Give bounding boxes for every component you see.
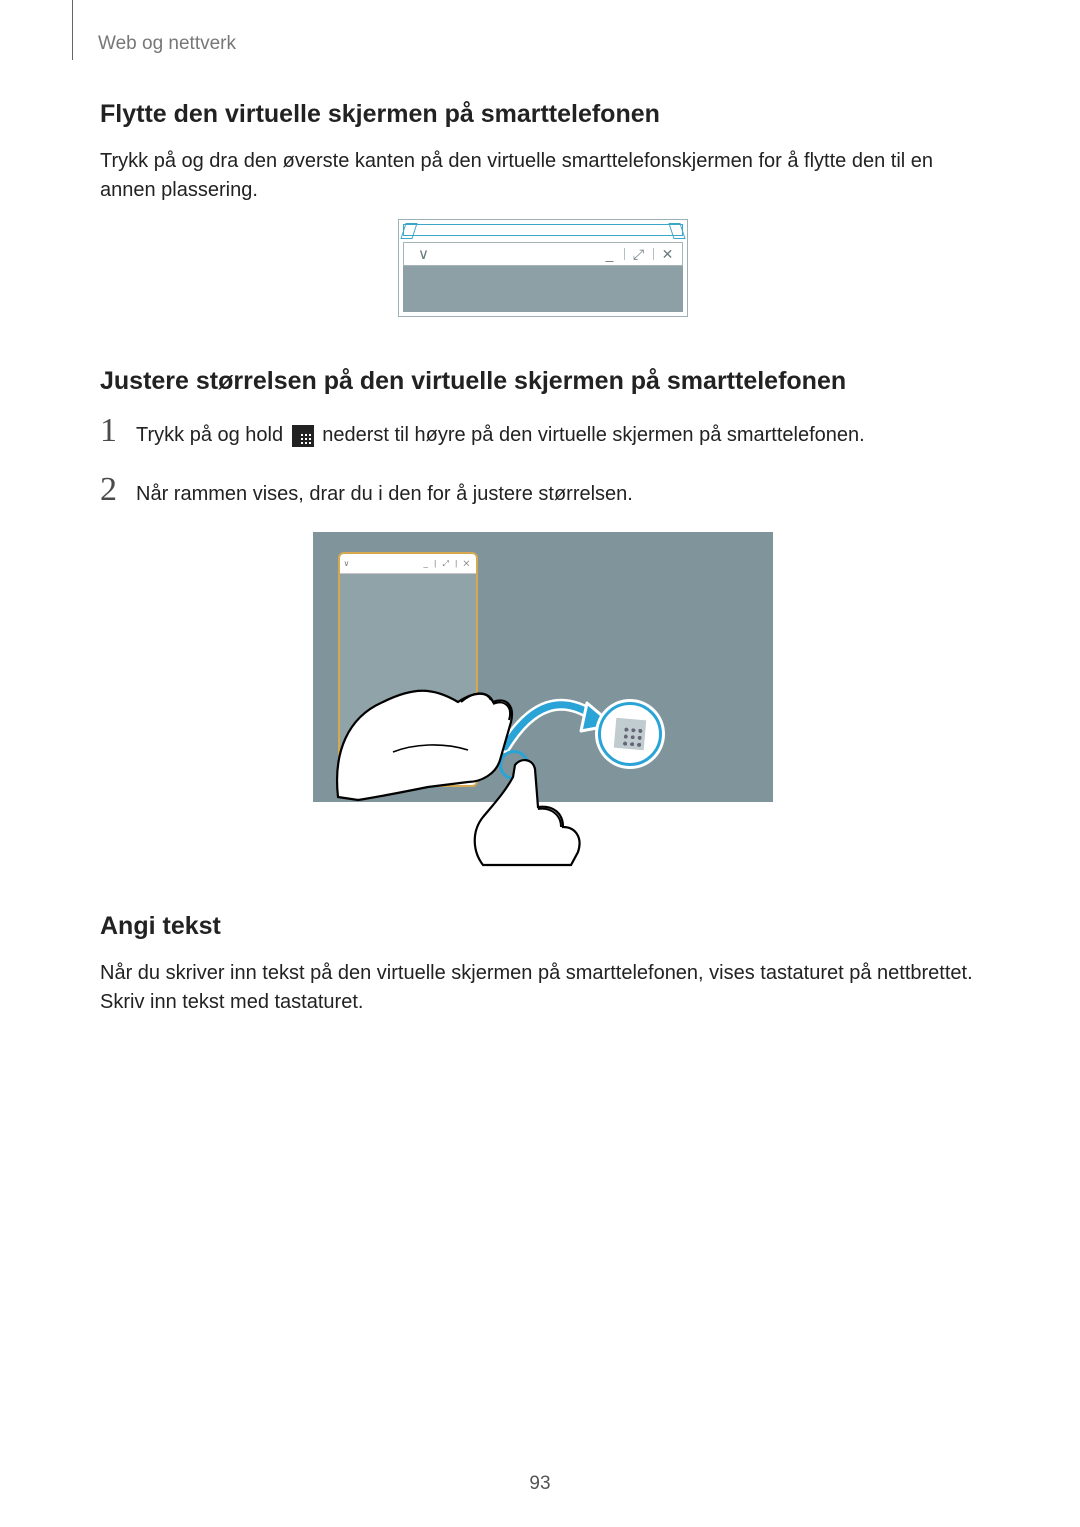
section-label: Web og nettverk	[98, 33, 236, 55]
figure-toolbar-drag-rail	[403, 224, 683, 236]
page-number: 93	[0, 1473, 1080, 1495]
hand-lower-icon	[463, 757, 598, 867]
resize-grid-icon	[292, 425, 314, 447]
step-text: Når rammen vises, drar du i den for å ju…	[136, 480, 985, 508]
resize-handle-bubble	[598, 702, 662, 766]
page-content: Flytte den virtuelle skjermen på smartte…	[100, 40, 985, 1017]
figure-toolbar: ∨ _ ⤢ ✕	[398, 219, 688, 317]
figure-toolbar-body	[403, 266, 683, 312]
section-resize: Justere størrelsen på den virtuelle skje…	[100, 367, 985, 862]
heading-resize: Justere størrelsen på den virtuelle skje…	[100, 367, 985, 396]
expand-icon: ⤢	[625, 243, 653, 265]
section-move: Flytte den virtuelle skjermen på smartte…	[100, 100, 985, 317]
figure-toolbar-wrap: ∨ _ ⤢ ✕	[100, 219, 985, 317]
paragraph-text-entry: Når du skriver inn tekst på den virtuell…	[100, 959, 985, 1017]
figure-phone-controls: _ | ⤢ | ✕	[424, 559, 472, 569]
figure-resize: ∨ _ | ⤢ | ✕	[313, 532, 773, 862]
step-number: 2	[100, 473, 122, 507]
step-text: Trykk på og hold nederst til høyre på de…	[136, 421, 985, 449]
minimize-icon: _	[596, 243, 624, 265]
section-text-entry: Angi tekst Når du skriver inn tekst på d…	[100, 912, 985, 1017]
page-header-tab: Web og nettverk	[72, 0, 236, 60]
resize-grid-icon	[613, 718, 646, 751]
close-icon: ✕	[654, 243, 682, 265]
step-1-after: nederst til høyre på den virtuelle skjer…	[317, 424, 865, 446]
figure-toolbar-bar: ∨ _ ⤢ ✕	[403, 242, 683, 266]
figure-resize-wrap: ∨ _ | ⤢ | ✕	[100, 532, 985, 862]
steps-list: 1 Trykk på og hold nederst til høyre på …	[100, 414, 985, 508]
heading-text-entry: Angi tekst	[100, 912, 985, 941]
step-number: 1	[100, 414, 122, 448]
chevron-down-icon: ∨	[404, 245, 444, 263]
chevron-down-icon: ∨	[344, 559, 350, 568]
paragraph-move: Trykk på og dra den øverste kanten på de…	[100, 147, 985, 205]
step-1: 1 Trykk på og hold nederst til høyre på …	[100, 414, 985, 449]
page: Flytte den virtuelle skjermen på smartte…	[0, 0, 1080, 1107]
figure-phone-toolbar: ∨ _ | ⤢ | ✕	[340, 554, 476, 574]
heading-move: Flytte den virtuelle skjermen på smartte…	[100, 100, 985, 129]
step-2: 2 Når rammen vises, drar du i den for å …	[100, 473, 985, 508]
step-1-before: Trykk på og hold	[136, 424, 289, 446]
